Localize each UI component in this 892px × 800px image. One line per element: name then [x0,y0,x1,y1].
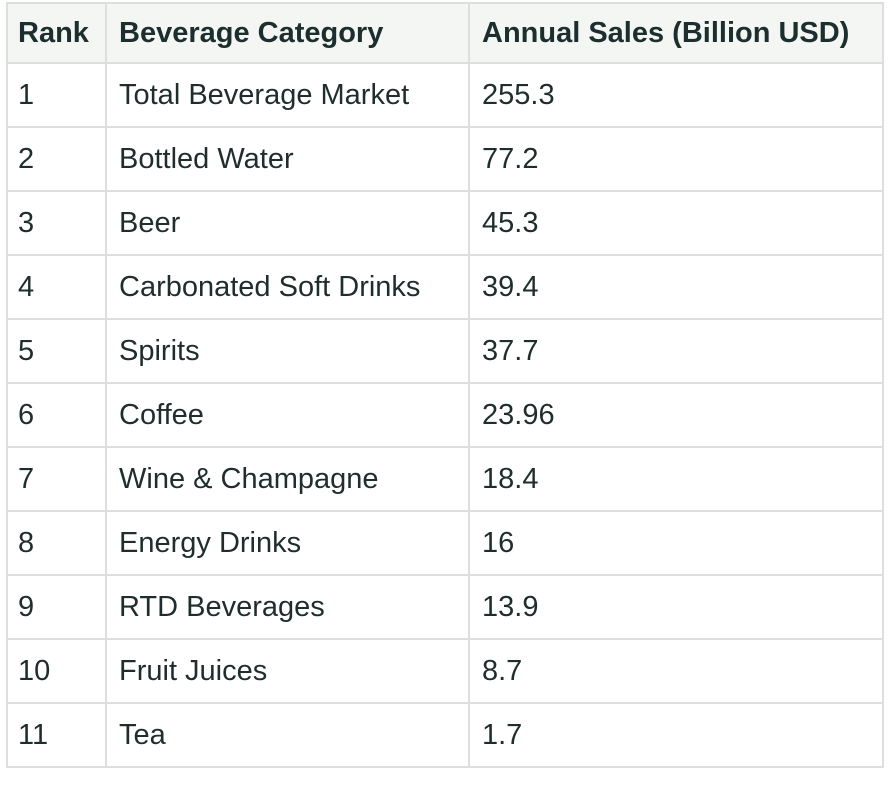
annual-sales-cell: 18.4 [468,446,884,512]
beverage-category-cell: Tea [105,702,470,768]
beverage-category-cell: Total Beverage Market [105,62,470,128]
annual-sales-cell: 37.7 [468,318,884,384]
annual-sales-cell: 13.9 [468,574,884,640]
annual-sales-cell: 77.2 [468,126,884,192]
table-row: 5 Spirits 37.7 [6,318,884,384]
beverage-category-cell: Carbonated Soft Drinks [105,254,470,320]
annual-sales-cell: 45.3 [468,190,884,256]
annual-sales-cell: 16 [468,510,884,576]
rank-cell: 10 [6,638,107,704]
rank-cell: 4 [6,254,107,320]
annual-sales-cell: 8.7 [468,638,884,704]
beverage-category-cell: Wine & Champagne [105,446,470,512]
table-row: 1 Total Beverage Market 255.3 [6,62,884,128]
annual-sales-cell: 23.96 [468,382,884,448]
beverage-category-cell: Beer [105,190,470,256]
beverage-category-cell: RTD Beverages [105,574,470,640]
table-row: 10 Fruit Juices 8.7 [6,638,884,704]
rank-cell: 7 [6,446,107,512]
table-body: 1 Total Beverage Market 255.3 2 Bottled Wate… [6,62,884,768]
table-header: Rank Beverage Category Annual Sales (Bil… [6,2,884,64]
table-row: 3 Beer 45.3 [6,190,884,256]
table-row: 8 Energy Drinks 16 [6,510,884,576]
annual-sales-cell: 39.4 [468,254,884,320]
beverage-category-cell: Bottled Water [105,126,470,192]
table-row: 6 Coffee 23.96 [6,382,884,448]
beverage-category-cell: Coffee [105,382,470,448]
header-row: Rank Beverage Category Annual Sales (Bil… [6,2,884,64]
rank-cell: 8 [6,510,107,576]
rank-cell: 6 [6,382,107,448]
rank-cell: 5 [6,318,107,384]
rank-cell: 1 [6,62,107,128]
header-beverage-category: Beverage Category [105,2,470,64]
rank-cell: 9 [6,574,107,640]
header-annual-sales: Annual Sales (Billion USD) [468,2,884,64]
table-row: 11 Tea 1.7 [6,702,884,768]
annual-sales-cell: 255.3 [468,62,884,128]
beverage-category-cell: Fruit Juices [105,638,470,704]
rank-cell: 3 [6,190,107,256]
header-rank: Rank [6,2,107,64]
rank-cell: 2 [6,126,107,192]
annual-sales-cell: 1.7 [468,702,884,768]
beverage-category-cell: Energy Drinks [105,510,470,576]
beverage-sales-table-container: Rank Beverage Category Annual Sales (Bil… [6,2,884,768]
beverage-category-cell: Spirits [105,318,470,384]
table-row: 2 Bottled Water 77.2 [6,126,884,192]
table-row: 9 RTD Beverages 13.9 [6,574,884,640]
beverage-sales-table: Rank Beverage Category Annual Sales (Bil… [6,2,884,768]
table-row: 7 Wine & Champagne 18.4 [6,446,884,512]
rank-cell: 11 [6,702,107,768]
table-row: 4 Carbonated Soft Drinks 39.4 [6,254,884,320]
